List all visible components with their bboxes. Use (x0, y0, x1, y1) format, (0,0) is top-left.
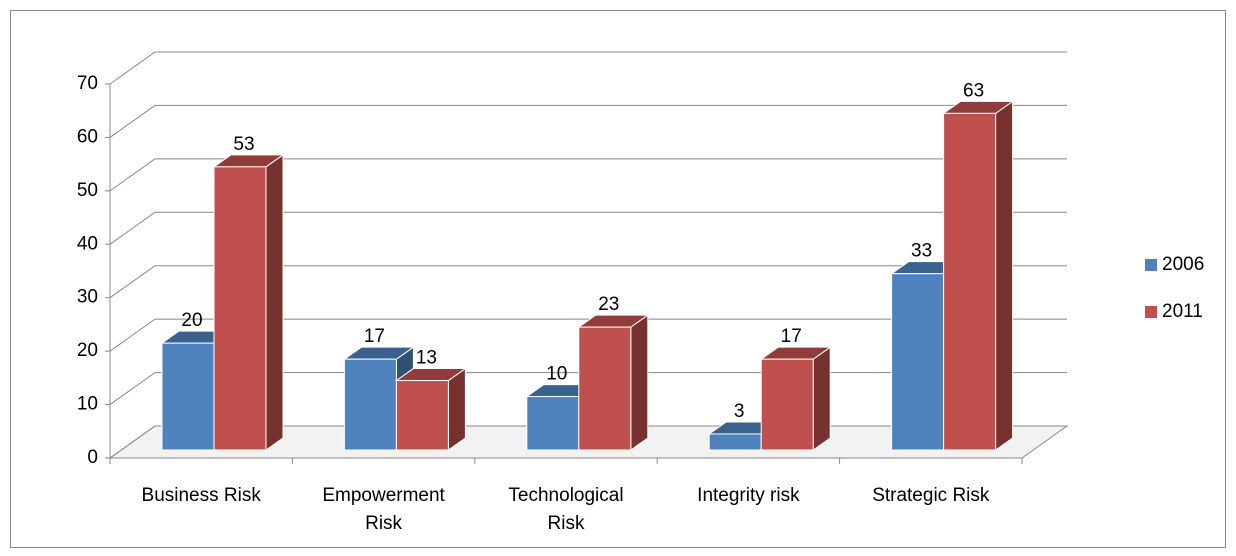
bar (708, 433, 762, 451)
bar-side (995, 100, 1014, 451)
y-tick-label: 70 (77, 73, 98, 94)
bar-side (265, 153, 284, 451)
bar-side (812, 346, 831, 451)
bar (343, 358, 397, 451)
value-label: 20 (181, 310, 202, 331)
value-label: 23 (598, 294, 619, 315)
bar (943, 112, 997, 451)
grid-line (109, 104, 1067, 138)
y-tick-label: 20 (77, 340, 98, 361)
bar (526, 396, 580, 451)
value-label: 53 (233, 134, 254, 155)
legend-label: 2006 (1162, 254, 1204, 275)
x-tick-label: Strategic Risk (872, 485, 990, 506)
legend-label: 2011 (1162, 301, 1203, 322)
legend-swatch (1145, 259, 1157, 271)
grid-line (109, 158, 1067, 192)
value-label: 17 (781, 326, 802, 347)
bar (891, 273, 945, 451)
legend-swatch (1145, 306, 1157, 318)
bar (213, 166, 267, 451)
x-tick-label: Empowerment Risk (322, 485, 445, 534)
x-tick-label: Integrity risk (697, 485, 800, 506)
chart-border (10, 10, 1226, 548)
value-label: 3 (734, 401, 745, 422)
value-label: 13 (416, 348, 437, 369)
x-tick-label: Technological Risk (508, 485, 624, 534)
y-tick-label: 0 (87, 447, 98, 468)
grid-line (109, 211, 1067, 245)
y-tick-label: 10 (77, 394, 98, 415)
bar (395, 380, 449, 451)
value-label: 17 (364, 326, 385, 347)
y-tick-label: 30 (77, 287, 98, 308)
bar-side (630, 314, 649, 451)
grid-line (109, 318, 1067, 352)
x-tick-label: Business Risk (141, 485, 261, 506)
value-label: 33 (911, 241, 932, 262)
y-tick-label: 50 (77, 180, 98, 201)
grid-line (109, 265, 1067, 299)
bar (760, 358, 814, 451)
bar (578, 326, 632, 451)
y-tick-label: 60 (77, 126, 98, 147)
grid-line (109, 51, 1067, 85)
bar-side (447, 367, 466, 451)
value-label: 63 (963, 80, 984, 101)
y-tick-label: 40 (77, 233, 98, 254)
value-label: 10 (546, 364, 567, 385)
bar (161, 342, 215, 451)
